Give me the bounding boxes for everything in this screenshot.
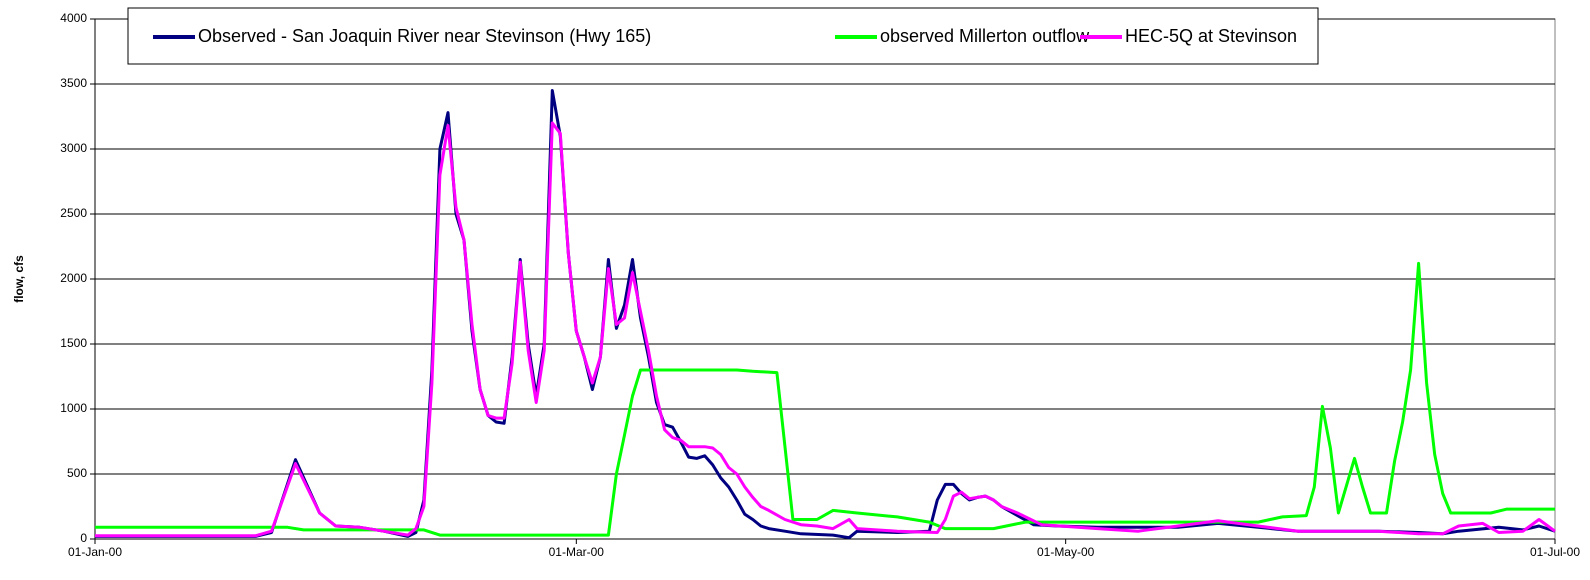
legend-label: observed Millerton outflow (880, 26, 1090, 46)
y-axis-title: flow, cfs (12, 255, 26, 303)
legend-label: Observed - San Joaquin River near Stevin… (198, 26, 651, 46)
y-tick-label: 3500 (60, 76, 87, 90)
x-tick-label: 01-Jul-00 (1530, 545, 1580, 559)
y-tick-label: 1500 (60, 336, 87, 350)
y-tick-label: 3000 (60, 141, 87, 155)
y-tick-label: 1000 (60, 401, 87, 415)
x-tick-label: 01-Mar-00 (549, 545, 605, 559)
series-line (95, 121, 1556, 538)
y-tick-label: 2500 (60, 206, 87, 220)
x-tick-label: 01-Jan-00 (68, 545, 122, 559)
legend-label: HEC-5Q at Stevinson (1125, 26, 1297, 46)
series-line (95, 261, 1555, 537)
y-tick-label: 4000 (60, 11, 87, 25)
x-tick-label: 01-May-00 (1037, 545, 1095, 559)
y-tick-label: 0 (80, 531, 87, 545)
y-tick-label: 2000 (60, 271, 87, 285)
y-tick-label: 500 (67, 466, 87, 480)
